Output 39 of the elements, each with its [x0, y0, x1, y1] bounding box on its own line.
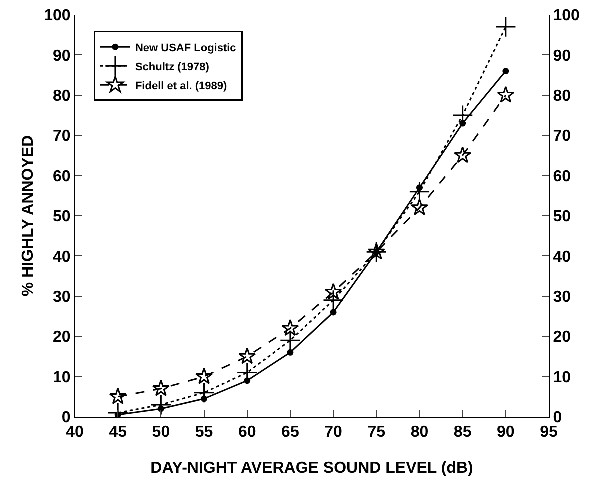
- y-tick-label: 60: [53, 168, 71, 186]
- y2-tick-label: 30: [553, 289, 572, 306]
- y2-tick-label: 40: [553, 248, 572, 266]
- y-tick-label: 90: [53, 48, 71, 65]
- y-tick-label: 30: [53, 289, 71, 306]
- y2-tick-label: 70: [553, 128, 572, 146]
- y2-tick-label: 60: [553, 168, 572, 186]
- x-tick-label: 60: [238, 424, 256, 442]
- x-tick-label: 85: [454, 424, 472, 442]
- x-tick-label: 70: [324, 424, 343, 442]
- y-tick-label: 40: [53, 248, 71, 266]
- y-tick-label: 80: [53, 88, 71, 105]
- x-tick-label: 95: [540, 424, 558, 442]
- y-tick-label: 70: [53, 128, 71, 146]
- y2-tick-label: 80: [553, 88, 572, 105]
- legend-label: New USAF Logistic: [135, 42, 236, 54]
- x-tick-label: 75: [368, 424, 386, 442]
- y-axis-title: % HIGHLY ANNOYED: [20, 135, 37, 297]
- y2-tick-label: 20: [553, 329, 572, 346]
- y2-tick-label: 50: [553, 208, 572, 226]
- y-tick-label: 0: [62, 410, 71, 427]
- legend-label: Schultz (1978): [135, 61, 210, 74]
- x-tick-label: 45: [109, 424, 128, 442]
- y-tick-label: 100: [44, 8, 71, 25]
- x-tick-label: 55: [195, 424, 214, 442]
- x-tick-label: 40: [66, 424, 84, 442]
- x-tick-label: 65: [282, 424, 300, 442]
- y2-tick-label: 100: [553, 8, 580, 25]
- legend-label: Fidell et al. (1989): [135, 80, 228, 92]
- y2-tick-label: 0: [553, 410, 562, 427]
- y-tick-label: 20: [53, 329, 71, 346]
- x-tick-label: 80: [410, 424, 429, 442]
- x-axis-title: DAY-NIGHT AVERAGE SOUND LEVEL (dB): [150, 460, 474, 477]
- y-tick-label: 50: [53, 208, 71, 226]
- x-tick-label: 90: [497, 424, 515, 442]
- y2-tick-label: 10: [553, 369, 572, 386]
- y-tick-label: 10: [53, 369, 71, 386]
- y2-tick-label: 90: [553, 48, 572, 65]
- x-tick-label: 50: [152, 424, 170, 442]
